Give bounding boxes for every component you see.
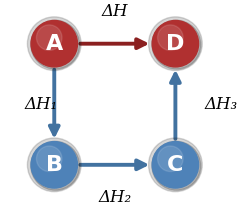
Circle shape (27, 17, 81, 71)
Text: B: B (46, 155, 63, 175)
Text: ΔH₃: ΔH₃ (205, 96, 238, 113)
Circle shape (31, 141, 80, 190)
Text: A: A (46, 34, 63, 54)
Circle shape (158, 25, 183, 50)
Circle shape (152, 20, 199, 67)
Circle shape (27, 138, 81, 192)
Text: ΔH₁: ΔH₁ (25, 96, 58, 113)
Circle shape (36, 146, 62, 172)
Circle shape (152, 142, 199, 188)
Circle shape (158, 146, 183, 172)
Text: ΔH: ΔH (101, 4, 128, 20)
Circle shape (31, 142, 77, 188)
Circle shape (148, 17, 202, 71)
Circle shape (36, 25, 62, 50)
Text: D: D (166, 34, 185, 54)
Text: ΔH₂: ΔH₂ (98, 189, 131, 206)
Text: C: C (167, 155, 184, 175)
Circle shape (148, 138, 202, 192)
Circle shape (152, 20, 201, 69)
Circle shape (31, 20, 77, 67)
Circle shape (152, 141, 201, 190)
Circle shape (31, 20, 80, 69)
